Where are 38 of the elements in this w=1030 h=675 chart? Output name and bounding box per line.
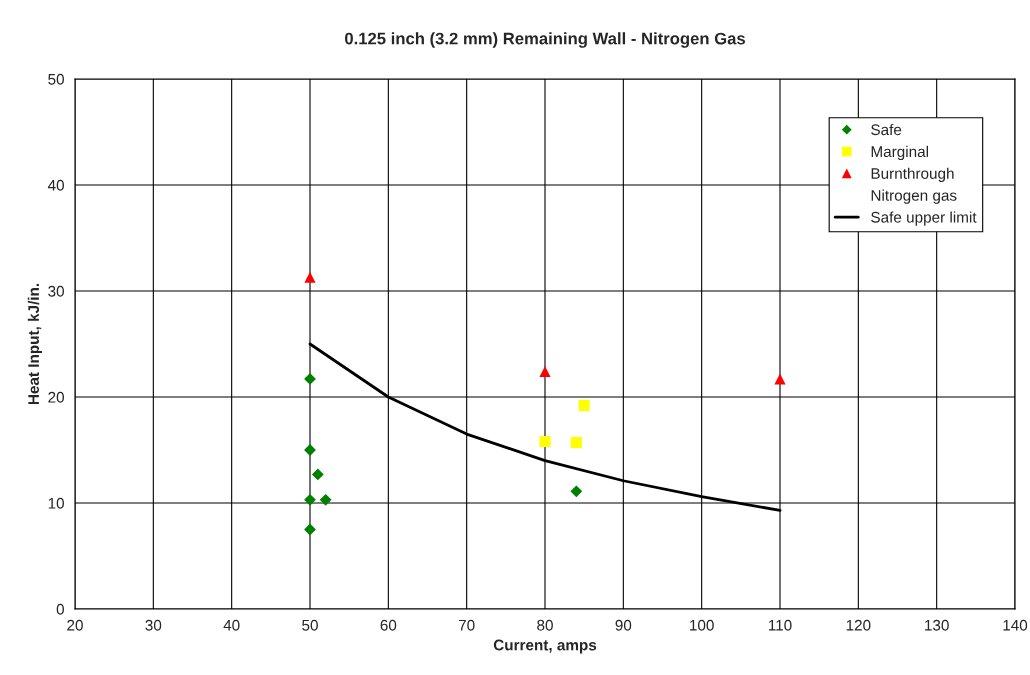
point xyxy=(311,468,324,481)
chart-title: 0.125 inch (3.2 mm) Remaining Wall - Nitrogen Gas xyxy=(345,32,745,48)
x-tick-label: 140 xyxy=(1003,619,1028,631)
point xyxy=(539,366,551,378)
legend-label: Marginal xyxy=(871,145,928,161)
text: Nitrogen gas xyxy=(871,189,957,204)
point xyxy=(570,485,583,498)
x-tick-label: 70 xyxy=(458,619,475,631)
y-tick-label: 30 xyxy=(48,285,64,297)
y-tick-label: 50 xyxy=(48,73,64,85)
y-axis-title: Heat Input, kJ/in. xyxy=(27,283,43,405)
y-tick-label: 40 xyxy=(47,179,64,191)
x-tick-label: 110 xyxy=(768,619,792,631)
point xyxy=(539,435,551,448)
y-tick-label: 10 xyxy=(48,497,64,509)
point xyxy=(304,493,316,506)
y-tick-label: 20 xyxy=(48,391,64,403)
point xyxy=(774,373,786,385)
x-tick-label: 30 xyxy=(145,619,162,631)
x-tick-label: 20 xyxy=(67,619,83,631)
x-tick-label: 120 xyxy=(846,619,871,631)
x-tick-label: 100 xyxy=(690,619,714,631)
x-axis-title: Current, amps xyxy=(493,639,597,654)
point xyxy=(570,437,582,449)
legend-label: Burnthrough xyxy=(871,167,954,182)
point xyxy=(319,493,332,506)
x-tick-label: 40 xyxy=(223,619,240,631)
y-tick-label: 0 xyxy=(56,603,64,615)
x-tick-label: 80 xyxy=(537,619,553,631)
x-tick-label: 90 xyxy=(615,619,632,631)
point xyxy=(304,271,316,283)
point xyxy=(304,523,316,536)
legend-label: Safe xyxy=(871,123,902,136)
legend-label: Safe upper limit xyxy=(871,211,977,226)
x-tick-label: 60 xyxy=(380,619,397,631)
point xyxy=(578,399,590,412)
x-tick-label: 130 xyxy=(925,619,949,631)
x-tick-label: 50 xyxy=(302,619,318,631)
